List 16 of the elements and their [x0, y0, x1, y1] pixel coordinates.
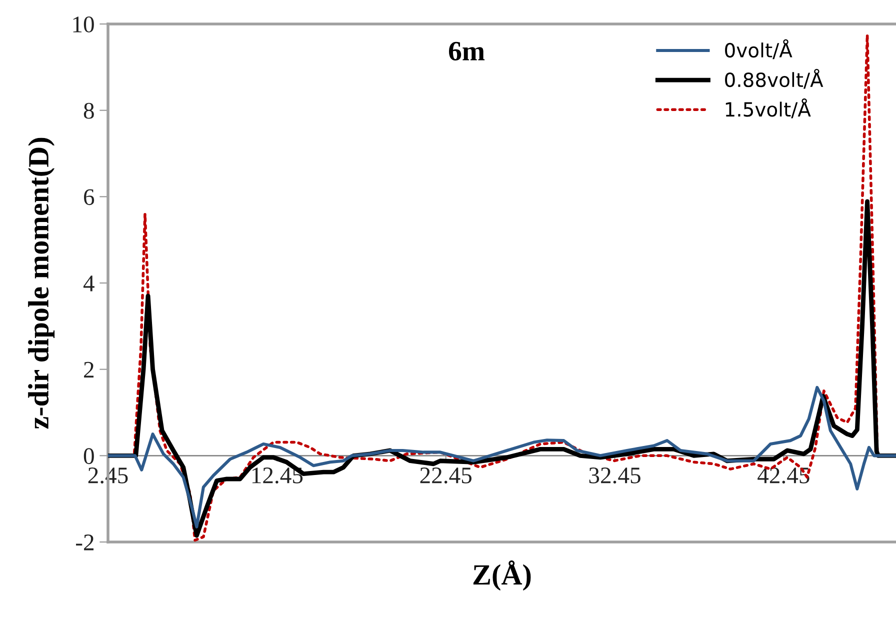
x-tick-label: 2.45	[88, 468, 128, 484]
y-tick-label: 0	[84, 448, 94, 464]
legend-label: 0volt/Å	[725, 39, 792, 60]
x-axis-title: Z(Å)	[473, 560, 531, 591]
chart-title: 6m	[448, 42, 485, 61]
y-tick-label: 2	[84, 362, 94, 378]
y-tick-label: 4	[83, 276, 94, 292]
y-tick-label: 8	[84, 102, 94, 119]
x-tick-label: 22.45	[420, 468, 472, 484]
y-tick-label: 6	[84, 189, 94, 206]
x-tick-label: 32.45	[589, 468, 640, 484]
legend-label: 1.5volt/Å	[726, 98, 811, 118]
y-tick-label: 10	[73, 16, 94, 32]
legend-label: 0.88volt/Å	[725, 68, 824, 89]
y-tick-label: -2	[76, 534, 94, 550]
y-axis-title: z-dir dipole moment(D)	[28, 138, 55, 429]
